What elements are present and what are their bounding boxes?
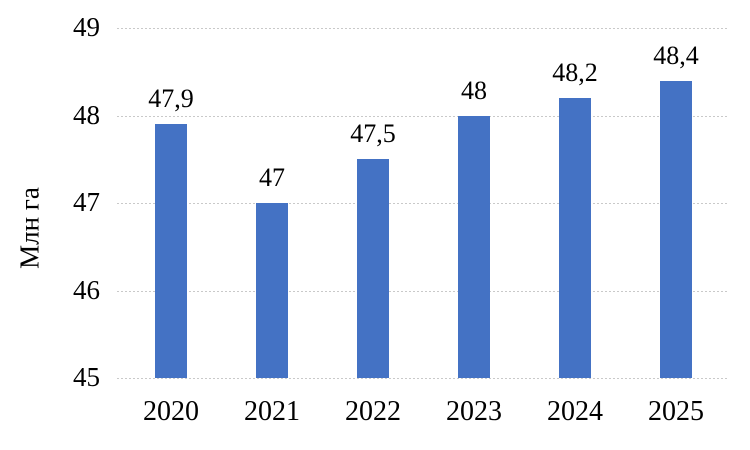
bar-2024 <box>559 98 591 378</box>
bar-2023 <box>458 115 490 378</box>
gridline <box>117 203 728 204</box>
plot-area: 47,9 47 47,5 48 48,2 48,4 <box>117 28 728 379</box>
bar-2022 <box>357 159 389 378</box>
data-label: 48,2 <box>552 58 598 87</box>
x-tick-label: 2024 <box>547 396 603 427</box>
gridline <box>117 378 728 379</box>
bar-2021 <box>256 203 288 378</box>
y-tick-label: 47 <box>73 186 100 217</box>
y-tick-label: 46 <box>73 274 100 305</box>
data-label: 47,5 <box>350 119 396 149</box>
x-tick-label: 2022 <box>345 396 401 427</box>
y-tick-label: 49 <box>73 11 100 42</box>
gridline <box>117 28 728 29</box>
data-label: 47 <box>259 163 285 192</box>
data-label: 47,9 <box>148 84 194 114</box>
gridline <box>117 290 728 292</box>
gridline <box>117 115 728 117</box>
y-tick-label: 45 <box>73 361 100 392</box>
data-label: 48,4 <box>653 40 699 70</box>
bar-2020 <box>155 124 187 378</box>
x-tick-label: 2025 <box>648 396 704 427</box>
x-tick-label: 2023 <box>446 396 502 427</box>
data-label: 48 <box>461 75 487 105</box>
bar-2025 <box>660 80 692 378</box>
x-tick-label: 2020 <box>143 396 199 427</box>
y-tick-label: 48 <box>73 99 100 130</box>
x-tick-label: 2021 <box>244 396 300 427</box>
